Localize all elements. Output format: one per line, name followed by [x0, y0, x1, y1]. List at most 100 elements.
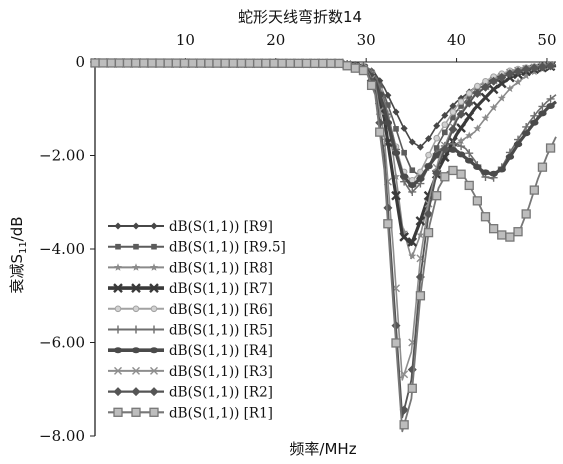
- series-point: [433, 122, 441, 130]
- chart-title: 蛇形天线弯折数14: [238, 8, 362, 26]
- legend-marker: [131, 347, 141, 354]
- series-point: [114, 58, 125, 68]
- series-point: [98, 58, 108, 68]
- series-point: [546, 94, 555, 103]
- series-point: [399, 231, 409, 242]
- series-point: [400, 227, 409, 236]
- series-point: [546, 102, 555, 109]
- series-point: [139, 58, 149, 68]
- legend-label: dB(S(1,1)) [R5]: [169, 323, 273, 339]
- series-point: [383, 219, 393, 229]
- x-axis-label: 频率/MHz: [289, 440, 356, 458]
- series-point: [529, 185, 539, 195]
- series-point: [465, 149, 474, 158]
- series-point: [432, 191, 442, 201]
- y-axis-label-main: 衰减S: [8, 254, 26, 294]
- series-point: [122, 58, 133, 68]
- series-point: [497, 94, 506, 102]
- series-point: [456, 151, 466, 158]
- series-point: [391, 190, 401, 201]
- series-point: [529, 63, 539, 73]
- series-point: [415, 216, 426, 226]
- series-point: [220, 58, 230, 68]
- y-axis-label-unit: /dB: [8, 216, 26, 241]
- series-point: [179, 58, 190, 68]
- series-point: [408, 182, 417, 189]
- series-point: [358, 65, 369, 76]
- legend-label: dB(S(1,1)) [R4]: [169, 343, 273, 359]
- series-point: [400, 124, 408, 132]
- legend-marker: [131, 387, 141, 397]
- y-tick-label: −2.00: [39, 147, 85, 165]
- series-point: [481, 169, 490, 176]
- series-point: [385, 102, 391, 108]
- series-point: [399, 405, 409, 415]
- series-point: [537, 162, 548, 172]
- series-point: [497, 72, 507, 82]
- series-point: [416, 175, 425, 182]
- series-point: [228, 58, 238, 68]
- series-point: [505, 232, 515, 242]
- series-point: [171, 58, 182, 68]
- legend-label: dB(S(1,1)) [R9]: [169, 219, 273, 235]
- series-point: [474, 82, 481, 90]
- legend-marker: [113, 283, 123, 293]
- series-point: [457, 98, 465, 106]
- legend-item: dB(S(1,1)) [R9.5]: [108, 240, 286, 256]
- series-10: [90, 58, 557, 433]
- series-point: [473, 124, 482, 133]
- series-point: [196, 58, 206, 68]
- legend-marker: [113, 387, 123, 397]
- series-point: [384, 91, 392, 99]
- x-tick-label: 30: [357, 31, 376, 49]
- legend-marker: [149, 407, 159, 417]
- series-point: [457, 142, 466, 151]
- legend-item: dB(S(1,1)) [R5]: [108, 323, 273, 339]
- series-point: [521, 130, 531, 137]
- legend-marker: [114, 305, 122, 313]
- legend-marker: [114, 366, 122, 375]
- legend-marker: [132, 222, 140, 230]
- series-point: [244, 58, 255, 68]
- series-point: [496, 78, 507, 89]
- series-point: [489, 170, 498, 177]
- series-point: [236, 58, 247, 68]
- legend-marker: [132, 263, 140, 271]
- series-point: [514, 77, 523, 86]
- series-point: [473, 163, 482, 170]
- y-tick-label: −8.00: [39, 427, 85, 445]
- legend-marker: [150, 305, 158, 313]
- series-point: [489, 76, 499, 86]
- legend-item: dB(S(1,1)) [R3]: [108, 364, 273, 380]
- legend-label: dB(S(1,1)) [R6]: [169, 302, 273, 318]
- legend-label: dB(S(1,1)) [R7]: [169, 281, 273, 297]
- series-point: [449, 108, 457, 116]
- legend-marker: [132, 325, 140, 334]
- series-point: [449, 102, 457, 110]
- series-point: [393, 126, 399, 132]
- x-tick-label: 10: [176, 31, 195, 49]
- series-point: [448, 165, 458, 176]
- legend-marker: [113, 347, 123, 354]
- series-point: [334, 58, 344, 69]
- legend-marker: [114, 263, 122, 271]
- series-point: [505, 84, 514, 93]
- legend-marker: [115, 243, 121, 250]
- legend-label: dB(S(1,1)) [R1]: [169, 405, 273, 421]
- legend-marker: [151, 243, 157, 250]
- series-point: [465, 90, 473, 97]
- series-point: [408, 138, 416, 146]
- series-point: [383, 119, 393, 126]
- axes: 0 −2.00 −4.00 −6.00 −8.00 10 20 30 40 50: [39, 31, 556, 445]
- y-tick-label: 0: [75, 53, 85, 71]
- series-point: [204, 58, 214, 68]
- series-point: [466, 94, 473, 100]
- legend-item: dB(S(1,1)) [R8]: [108, 260, 273, 276]
- legend-label: dB(S(1,1)) [R9.5]: [169, 240, 286, 256]
- series-point: [456, 169, 466, 179]
- series-point: [293, 58, 304, 68]
- series-point: [155, 58, 165, 68]
- series-1: [91, 59, 557, 151]
- series-point: [458, 103, 464, 109]
